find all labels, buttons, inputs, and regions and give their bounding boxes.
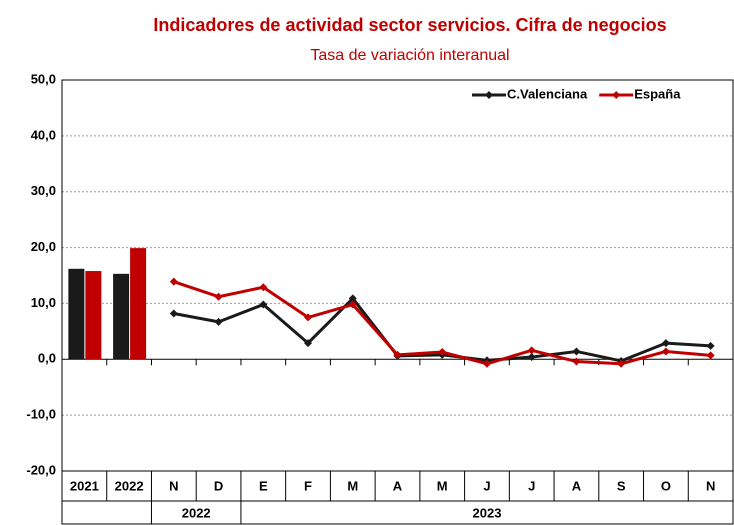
x-tick-label: E (259, 478, 268, 493)
x-tick-label: N (706, 478, 715, 493)
line-marker (304, 313, 313, 322)
x-tick-label: A (393, 478, 403, 493)
line-marker (706, 351, 715, 360)
line-marker (169, 309, 178, 318)
line-marker (661, 339, 670, 348)
y-tick-label: -20,0 (26, 462, 56, 477)
x-tick-label: M (347, 478, 358, 493)
x-tick-label: O (661, 478, 671, 493)
line-marker (348, 294, 357, 303)
y-tick-label: 50,0 (31, 71, 56, 86)
y-tick-label: 30,0 (31, 183, 56, 198)
line-marker (214, 317, 223, 326)
legend-label: C.Valenciana (507, 86, 588, 101)
x-tick-label: A (572, 478, 582, 493)
category-table (61, 470, 734, 525)
bar (113, 273, 130, 360)
line-marker (527, 353, 536, 362)
x-tick-label: J (528, 478, 535, 493)
line-marker (169, 277, 178, 286)
legend-marker (612, 91, 621, 99)
line-marker (304, 339, 313, 348)
line-marker (259, 300, 268, 309)
x-tick-label: F (304, 478, 312, 493)
line-marker (527, 346, 536, 355)
y-tick-label: 20,0 (31, 239, 56, 254)
y-tick-label: 10,0 (31, 295, 56, 310)
x-tick-label: M (437, 478, 448, 493)
line-marker (482, 359, 491, 368)
chart-title: Indicadores de actividad sector servicio… (153, 15, 666, 35)
plot-border (61, 79, 734, 472)
x-tick-label: 2021 (70, 478, 99, 493)
x-tick-label: J (483, 478, 490, 493)
bar (130, 248, 147, 360)
y-tick-label: 0,0 (38, 351, 56, 366)
line-marker (572, 347, 581, 356)
year-label: 2022 (182, 505, 211, 520)
bar (68, 268, 85, 360)
chart-subtitle: Tasa de variación interanual (310, 47, 509, 64)
line-marker (259, 283, 268, 292)
line-marker (661, 347, 670, 356)
line-marker (214, 292, 223, 301)
legend-marker (485, 91, 493, 99)
x-tick-label: N (169, 478, 178, 493)
line-marker (438, 348, 447, 357)
line-marker (706, 341, 715, 350)
x-tick-label: D (214, 478, 223, 493)
y-tick-label: 40,0 (31, 127, 56, 142)
legend-label: España (634, 86, 681, 101)
bar (85, 271, 102, 360)
y-tick-label: -10,0 (26, 407, 56, 422)
line-marker (617, 359, 626, 368)
line-marker (393, 350, 402, 359)
year-label: 2023 (473, 505, 502, 520)
line-marker (348, 300, 357, 309)
line-marker (572, 357, 581, 366)
x-tick-label: S (617, 478, 626, 493)
x-tick-label: 2022 (115, 478, 144, 493)
